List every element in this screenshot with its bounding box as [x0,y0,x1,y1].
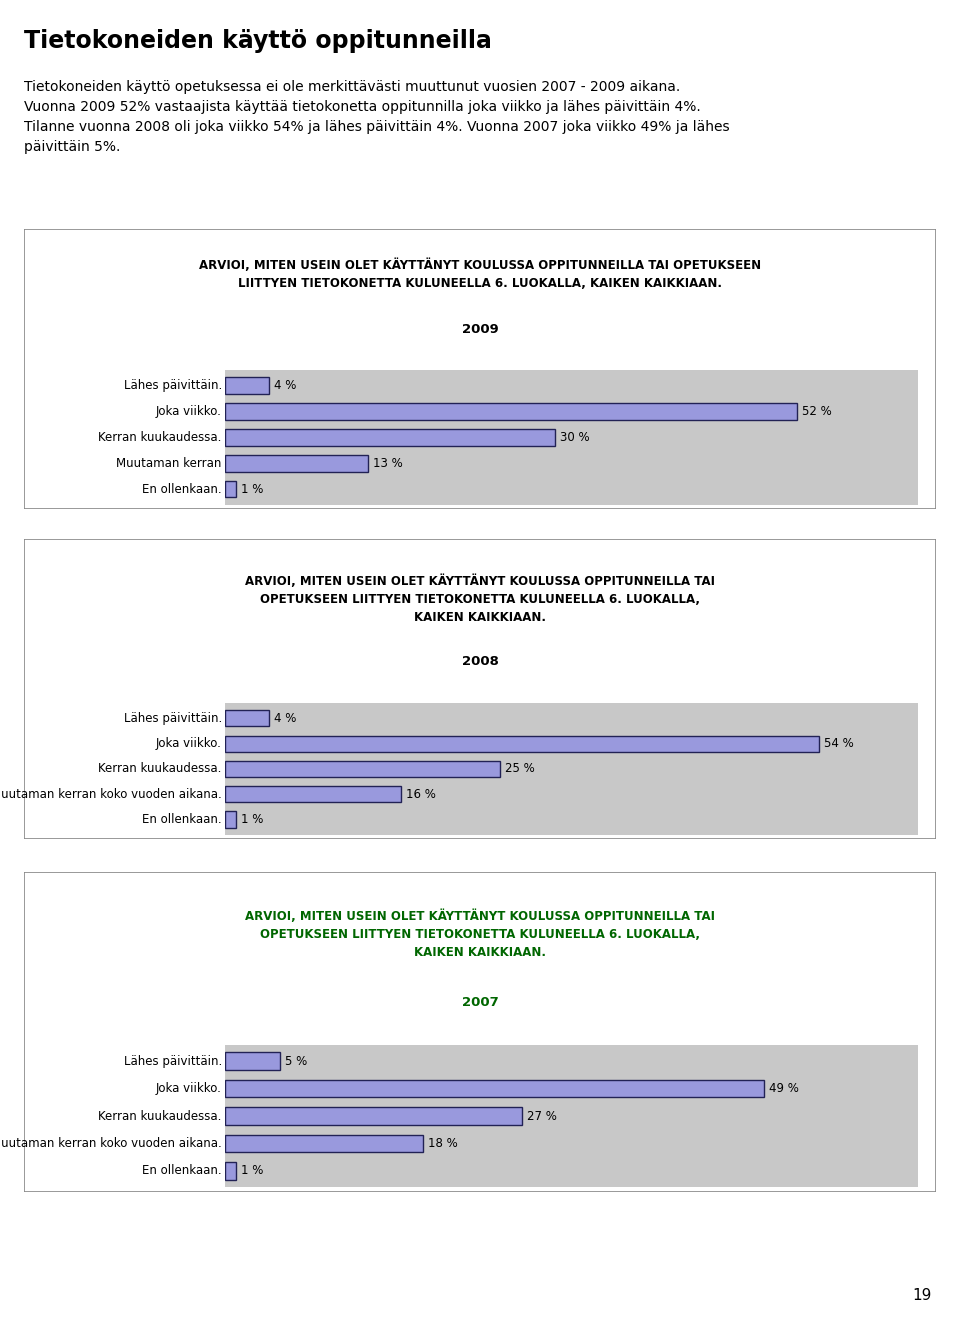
Text: Lähes päivittäin.: Lähes päivittäin. [124,711,222,725]
Bar [225,811,235,827]
Text: Joka viikko.: Joka viikko. [156,737,222,750]
Text: 19: 19 [912,1288,931,1303]
Text: Tietokoneiden käyttö oppitunneilla: Tietokoneiden käyttö oppitunneilla [24,29,492,53]
Bar [225,786,400,802]
Bar [225,404,797,420]
Text: Muutaman kerran koko vuoden aikana.: Muutaman kerran koko vuoden aikana. [0,787,222,801]
Text: 49 %: 49 % [769,1082,799,1095]
Text: 2008: 2008 [462,655,498,667]
Text: En ollenkaan.: En ollenkaan. [142,482,222,496]
Bar [225,761,500,777]
Text: Kerran kuukaudessa.: Kerran kuukaudessa. [98,430,222,444]
Bar [225,429,555,446]
Text: 1 %: 1 % [241,1164,263,1177]
Text: En ollenkaan.: En ollenkaan. [142,1164,222,1177]
Text: 4 %: 4 % [274,711,297,725]
Bar [225,1080,764,1098]
Bar [225,735,819,751]
Text: Kerran kuukaudessa.: Kerran kuukaudessa. [98,1110,222,1123]
Text: 18 %: 18 % [428,1138,458,1150]
Text: Muutaman kerran koko vuoden aikana.: Muutaman kerran koko vuoden aikana. [0,1138,222,1150]
Text: 52 %: 52 % [802,405,831,418]
Text: 2007: 2007 [462,996,498,1010]
Text: 27 %: 27 % [527,1110,557,1123]
Text: 16 %: 16 % [406,787,436,801]
Text: 1 %: 1 % [241,813,263,826]
Text: 4 %: 4 % [274,380,297,392]
Text: 54 %: 54 % [824,737,853,750]
Text: 13 %: 13 % [372,457,402,470]
Bar [225,1135,422,1152]
Bar [225,1052,279,1070]
Text: ARVIOI, MITEN USEIN OLET KÄYTTÄNYT KOULUSSA OPPITUNNEILLA TAI
OPETUKSEEN LIITTYE: ARVIOI, MITEN USEIN OLET KÄYTTÄNYT KOULU… [245,574,715,623]
Text: Muutaman kerran: Muutaman kerran [116,457,222,470]
Text: 5 %: 5 % [285,1055,307,1068]
Text: 25 %: 25 % [505,762,535,775]
Text: 30 %: 30 % [560,430,589,444]
Text: ARVIOI, MITEN USEIN OLET KÄYTTÄNYT KOULUSSA OPPITUNNEILLA TAI OPETUKSEEN
LIITTYE: ARVIOI, MITEN USEIN OLET KÄYTTÄNYT KOULU… [199,258,761,290]
Bar [225,456,368,472]
Text: ARVIOI, MITEN USEIN OLET KÄYTTÄNYT KOULUSSA OPPITUNNEILLA TAI
OPETUKSEEN LIITTYE: ARVIOI, MITEN USEIN OLET KÄYTTÄNYT KOULU… [245,910,715,959]
Text: 2009: 2009 [462,322,498,336]
Text: Lähes päivittäin.: Lähes päivittäin. [124,1055,222,1068]
Bar [225,710,269,726]
Text: 1 %: 1 % [241,482,263,496]
Text: Joka viikko.: Joka viikko. [156,405,222,418]
Text: Tietokoneiden käyttö opetuksessa ei ole merkittävästi muuttunut vuosien 2007 - 2: Tietokoneiden käyttö opetuksessa ei ole … [24,80,730,155]
Bar [225,1107,521,1124]
Bar [225,377,269,394]
Text: Kerran kuukaudessa.: Kerran kuukaudessa. [98,762,222,775]
Text: En ollenkaan.: En ollenkaan. [142,813,222,826]
Text: Lähes päivittäin.: Lähes päivittäin. [124,380,222,392]
Bar [225,481,235,497]
Bar [225,1162,235,1180]
Text: Joka viikko.: Joka viikko. [156,1082,222,1095]
